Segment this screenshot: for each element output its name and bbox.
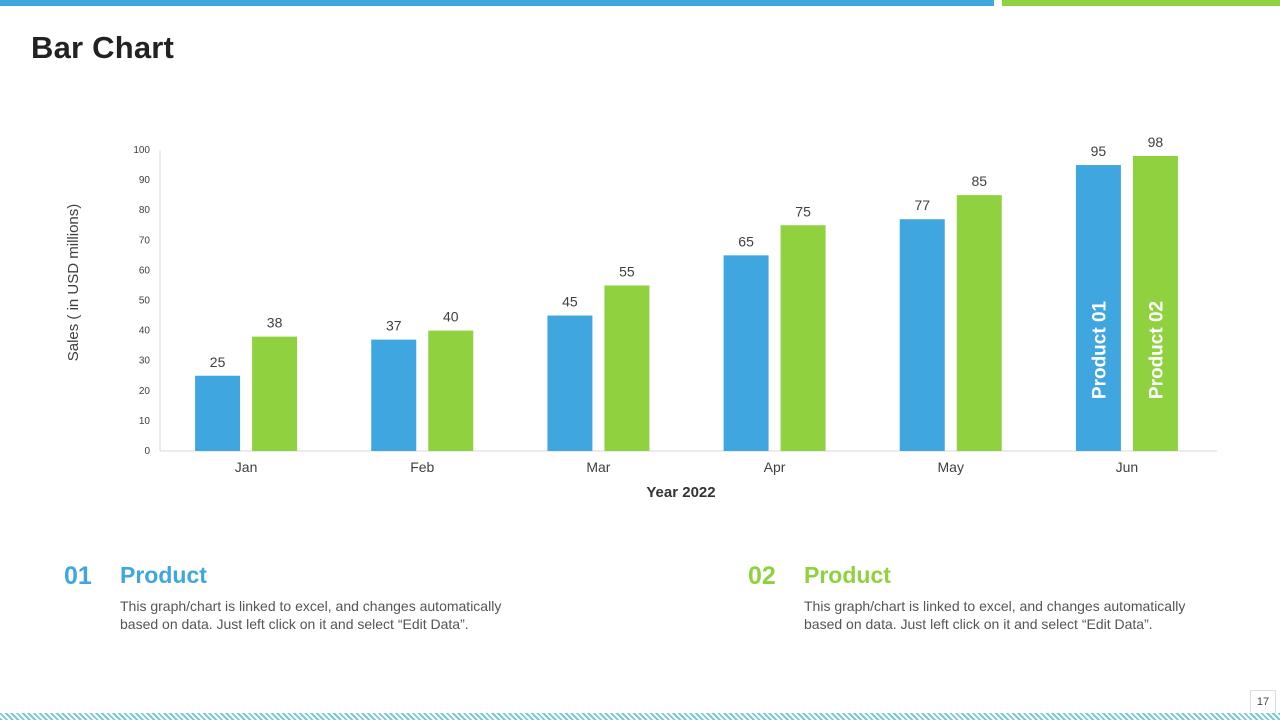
bar-apr-series-1 [723, 255, 769, 451]
y-tick-label: 100 [133, 145, 150, 156]
bar-feb-series-1 [371, 339, 417, 451]
page-number: 17 [1250, 690, 1276, 714]
y-tick-label: 90 [139, 175, 151, 186]
data-label: 98 [1148, 134, 1164, 150]
slide-title: Bar Chart [31, 30, 175, 65]
product-01-title: Product [120, 562, 207, 588]
bar-jan-series-2 [252, 336, 298, 451]
y-axis-label: Sales ( in USD millions) [65, 204, 82, 362]
top-accent-bar-blue [0, 0, 994, 6]
x-tick-label: Jun [1116, 459, 1139, 475]
x-tick-label: Feb [410, 459, 434, 475]
data-label: 55 [619, 263, 635, 279]
data-label: 45 [562, 294, 578, 310]
y-tick-label: 30 [139, 356, 151, 367]
data-label: 37 [386, 318, 402, 334]
bar-apr-series-2 [780, 225, 826, 451]
bar-may-series-1 [899, 219, 945, 451]
y-tick-label: 10 [139, 416, 151, 427]
data-label: 95 [1091, 143, 1107, 159]
data-label: 40 [443, 309, 459, 325]
y-tick-label: 20 [139, 386, 151, 397]
bar-mar-series-2 [604, 285, 650, 451]
data-label: 75 [795, 203, 811, 219]
x-tick-label: Mar [586, 459, 610, 475]
product-02-title: Product [804, 562, 891, 588]
data-label: 38 [267, 315, 283, 331]
x-tick-label: May [938, 459, 964, 475]
x-axis-label: Year 2022 [646, 484, 715, 501]
bar-jan-series-1 [195, 375, 241, 451]
series-name-label: Product 01 [1089, 300, 1110, 399]
bottom-hatched-stripe [0, 713, 1280, 720]
y-tick-label: 0 [144, 446, 150, 457]
product-02-number: 02 [748, 562, 776, 590]
series-name-label: Product 02 [1146, 301, 1167, 399]
x-tick-label: Jan [235, 459, 258, 475]
bar-jun-series-2 [1132, 156, 1178, 451]
data-label: 25 [210, 354, 226, 370]
bar-chart[interactable]: 0 10 20 30 40 50 60 70 80 90 100 Sales ( in USD mil… [0, 0, 1280, 530]
y-tick-label: 50 [139, 296, 151, 307]
data-label: 77 [914, 197, 930, 213]
bar-jun-series-1 [1075, 165, 1121, 452]
bar-may-series-2 [956, 195, 1002, 451]
product-01-number: 01 [64, 562, 92, 590]
bar-feb-series-2 [428, 330, 474, 451]
y-tick-label: 60 [139, 265, 151, 276]
data-label: 65 [738, 233, 754, 249]
product-02-description: This graph/chart is linked to excel, and… [804, 598, 1186, 632]
y-tick-label: 80 [139, 205, 151, 216]
top-accent-bar-green [1002, 0, 1280, 6]
bar-mar-series-1 [547, 315, 593, 451]
y-tick-label: 40 [139, 326, 151, 337]
data-label: 85 [971, 173, 987, 189]
product-01-description: This graph/chart is linked to excel, and… [120, 598, 502, 632]
x-tick-label: Apr [764, 459, 786, 475]
y-tick-label: 70 [139, 235, 151, 246]
